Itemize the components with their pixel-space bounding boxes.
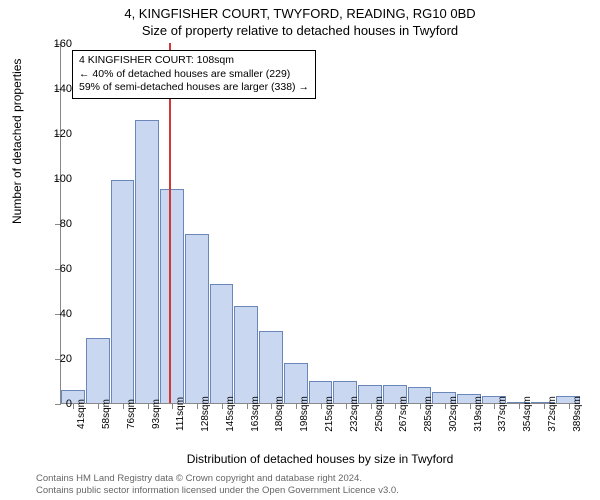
x-tick — [247, 403, 248, 409]
x-axis-label: Distribution of detached houses by size … — [60, 452, 580, 466]
histogram-bar — [111, 180, 135, 403]
x-tick-label: 93sqm — [151, 399, 162, 429]
footer-attribution: Contains HM Land Registry data © Crown c… — [36, 473, 399, 496]
x-tick — [420, 403, 421, 409]
x-tick — [321, 403, 322, 409]
x-tick — [73, 403, 74, 409]
page-subtitle: Size of property relative to detached ho… — [0, 21, 600, 38]
x-tick — [569, 403, 570, 409]
x-tick — [494, 403, 495, 409]
y-axis-label: Number of detached properties — [10, 59, 24, 224]
x-tick — [519, 403, 520, 409]
x-tick — [395, 403, 396, 409]
x-tick-label: 250sqm — [374, 396, 385, 432]
x-tick — [470, 403, 471, 409]
x-tick — [271, 403, 272, 409]
annotation-box: 4 KINGFISHER COURT: 108sqm← 40% of detac… — [72, 50, 316, 99]
x-tick-label: 198sqm — [299, 396, 310, 432]
x-tick-label: 163sqm — [250, 396, 261, 432]
y-tick-label: 120 — [54, 128, 72, 140]
y-tick-label: 40 — [60, 308, 72, 320]
x-tick — [98, 403, 99, 409]
histogram-bar — [210, 284, 234, 403]
x-tick-label: 285sqm — [423, 396, 434, 432]
histogram-bar — [234, 306, 258, 403]
x-tick-label: 232sqm — [349, 396, 360, 432]
x-tick-label: 389sqm — [572, 396, 583, 432]
y-tick — [55, 404, 61, 405]
y-tick-label: 0 — [66, 398, 72, 410]
x-tick-label: 111sqm — [175, 397, 186, 431]
x-tick — [123, 403, 124, 409]
footer-line-1: Contains HM Land Registry data © Crown c… — [36, 473, 399, 484]
x-tick-label: 128sqm — [200, 396, 211, 432]
x-tick-label: 58sqm — [101, 399, 112, 429]
x-tick — [296, 403, 297, 409]
histogram-bar — [259, 331, 283, 403]
x-tick — [197, 403, 198, 409]
x-tick — [346, 403, 347, 409]
histogram-bar — [135, 120, 159, 404]
x-tick-label: 215sqm — [324, 396, 335, 432]
y-tick-label: 20 — [60, 353, 72, 365]
x-tick-label: 267sqm — [398, 396, 409, 432]
y-tick-label: 160 — [54, 38, 72, 50]
x-tick — [371, 403, 372, 409]
annotation-line: 59% of semi-detached houses are larger (… — [79, 81, 309, 95]
x-tick — [544, 403, 545, 409]
x-tick-label: 180sqm — [274, 396, 285, 432]
x-tick — [222, 403, 223, 409]
x-tick — [445, 403, 446, 409]
y-tick-label: 60 — [60, 263, 72, 275]
y-tick-label: 100 — [54, 173, 72, 185]
histogram-bar — [185, 234, 209, 403]
x-tick-label: 372sqm — [547, 396, 558, 432]
page-title: 4, KINGFISHER COURT, TWYFORD, READING, R… — [0, 0, 600, 21]
x-tick-label: 354sqm — [522, 396, 533, 432]
x-tick-label: 145sqm — [225, 396, 236, 432]
y-tick-label: 80 — [60, 218, 72, 230]
annotation-line: 4 KINGFISHER COURT: 108sqm — [79, 54, 309, 68]
x-tick-label: 337sqm — [497, 396, 508, 432]
footer-line-2: Contains public sector information licen… — [36, 485, 399, 496]
x-tick-label: 41sqm — [76, 399, 87, 429]
x-tick-label: 319sqm — [473, 396, 484, 432]
x-tick-label: 302sqm — [448, 396, 459, 432]
y-tick-label: 140 — [54, 83, 72, 95]
x-tick-label: 76sqm — [126, 399, 137, 429]
x-tick — [172, 403, 173, 409]
annotation-line: ← 40% of detached houses are smaller (22… — [79, 68, 309, 82]
x-tick — [148, 403, 149, 409]
histogram-bar — [160, 189, 184, 403]
histogram-bar — [86, 338, 110, 403]
